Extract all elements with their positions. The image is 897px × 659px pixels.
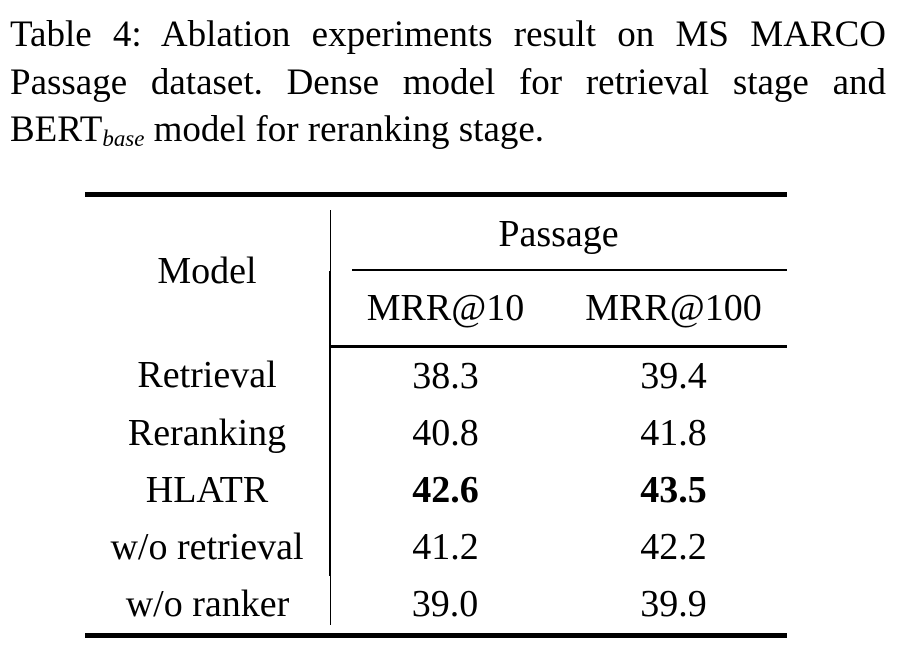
model-cell: w/o ranker xyxy=(125,583,290,625)
model-cell: Reranking xyxy=(127,412,287,454)
caption-line-3: BERTbase model for reranking stage. xyxy=(10,106,886,154)
mrr10-column-header: MRR@10 xyxy=(329,270,560,348)
caption-line-1: Table 4: Ablation experiments result on … xyxy=(10,14,886,55)
mrr100-cell: 43.5 xyxy=(640,469,707,511)
model-cell: w/o retrieval xyxy=(110,526,304,568)
ablation-results-table: Model Passage MRR@10 MRR@100 Retrieval 3… xyxy=(85,191,787,638)
caption-line-2: Passage dataset. Dense model for retriev… xyxy=(10,61,886,103)
header-row-group: Model Passage xyxy=(85,194,787,292)
mrr10-cell: 40.8 xyxy=(329,404,560,462)
mrr100-cell: 39.4 xyxy=(640,355,707,397)
table-caption: Table 4: Ablation experiments result on … xyxy=(0,0,897,154)
mrr100-cell: 42.2 xyxy=(640,526,707,568)
model-cell: Retrieval xyxy=(137,354,277,397)
mrr10-cell: 42.6 xyxy=(329,461,560,519)
passage-group-header: Passage xyxy=(330,194,787,271)
table-row: HLATR 42.6 43.5 xyxy=(85,461,787,519)
mrr100-cell: 41.8 xyxy=(640,412,707,454)
mrr100-cell: 39.9 xyxy=(640,583,707,625)
table-row: w/o ranker 39.0 39.9 xyxy=(85,575,787,636)
mrr10-cell: 38.3 xyxy=(329,346,560,405)
table-row: w/o retrieval 41.2 42.2 xyxy=(85,518,787,576)
header-row-metrics: MRR@10 MRR@100 xyxy=(85,270,787,348)
caption-line-3-rest: model for reranking stage. xyxy=(144,109,545,150)
bert-subscript: base xyxy=(102,126,145,152)
table-row: Retrieval 38.3 39.4 xyxy=(85,346,787,405)
model-cell: HLATR xyxy=(145,469,269,511)
bert-text: BERT xyxy=(10,109,103,150)
model-column-header: Model xyxy=(157,250,257,293)
mrr10-cell: 41.2 xyxy=(329,518,560,576)
mrr10-cell: 39.0 xyxy=(330,575,560,636)
mrr100-column-header: MRR@100 xyxy=(560,270,787,348)
table-row: Reranking 40.8 41.8 xyxy=(85,404,787,462)
